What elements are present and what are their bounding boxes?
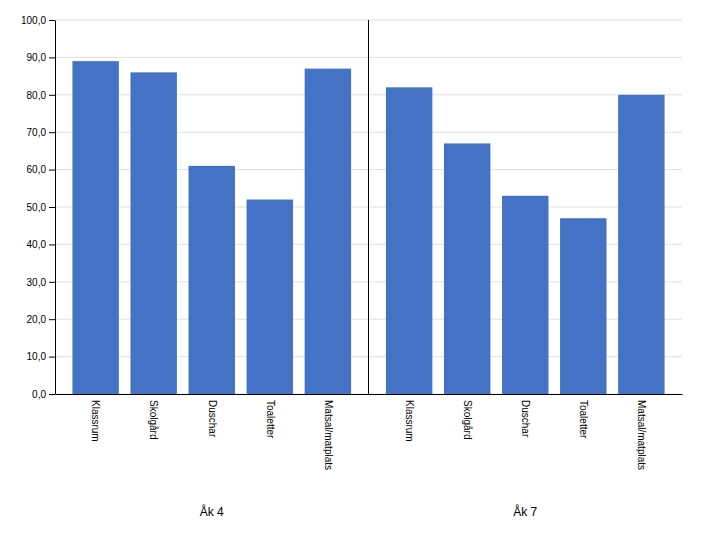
x-tick-label: Klassrum bbox=[404, 400, 415, 442]
x-tick: Klassrum bbox=[404, 400, 415, 442]
x-tick-label: Toaletter bbox=[265, 400, 276, 439]
y-tick: 50,0 bbox=[27, 202, 55, 213]
x-tick: Klassrum bbox=[90, 400, 101, 442]
y-tick: 0,0 bbox=[32, 389, 55, 400]
bar bbox=[189, 166, 235, 394]
y-tick-label: 10,0 bbox=[27, 351, 47, 362]
x-tick-label: Skolgård bbox=[462, 400, 473, 439]
y-tick-label: 80,0 bbox=[27, 90, 47, 101]
y-tick-mark bbox=[49, 20, 55, 21]
bar bbox=[502, 196, 548, 394]
x-tick: Toaletter bbox=[578, 400, 589, 439]
y-tick: 70,0 bbox=[27, 127, 55, 138]
x-axis-line bbox=[56, 394, 370, 395]
y-tick-label: 100,0 bbox=[21, 15, 46, 26]
grid bbox=[55, 20, 682, 394]
group-separator bbox=[368, 20, 369, 394]
y-tick-mark bbox=[49, 357, 55, 358]
bar bbox=[618, 95, 664, 394]
bar bbox=[444, 143, 490, 394]
x-tick: Duschar bbox=[207, 400, 218, 438]
bar bbox=[560, 218, 606, 394]
y-axis: 0,0 10,0 20,0 30,0 40,0 50,0 60,0 70,0 80,0 90,0 1… bbox=[21, 15, 56, 400]
y-tick: 40,0 bbox=[27, 239, 55, 250]
x-tick-label: Matsal/matplats bbox=[323, 400, 334, 470]
x-tick-label: Toaletter bbox=[578, 400, 589, 439]
bar bbox=[305, 69, 351, 394]
x-axis: Klassrum Skolgård Duschar Toaletter Matsal/m… bbox=[369, 395, 683, 471]
x-tick: Skolgård bbox=[462, 400, 473, 439]
y-tick: 30,0 bbox=[27, 277, 55, 288]
y-tick: 10,0 bbox=[27, 351, 55, 362]
y-tick-label: 30,0 bbox=[27, 277, 47, 288]
bar bbox=[247, 200, 293, 394]
y-tick-label: 50,0 bbox=[27, 202, 47, 213]
x-tick-label: Duschar bbox=[520, 400, 531, 438]
x-tick-label: Duschar bbox=[207, 400, 218, 438]
x-tick-label: Klassrum bbox=[90, 400, 101, 442]
x-tick-label: Matsal/matplats bbox=[636, 400, 647, 470]
x-axis: Klassrum Skolgård Duschar Toaletter Matsal/m… bbox=[56, 395, 370, 471]
x-tick: Toaletter bbox=[265, 400, 276, 439]
x-tick-label: Skolgård bbox=[148, 400, 159, 439]
y-tick-mark bbox=[49, 282, 55, 283]
x-tick: Duschar bbox=[520, 400, 531, 438]
bar-series bbox=[386, 87, 665, 394]
y-tick-mark bbox=[49, 207, 55, 208]
y-tick-mark bbox=[49, 319, 55, 320]
y-tick-mark bbox=[49, 170, 55, 171]
y-tick: 20,0 bbox=[27, 314, 55, 325]
y-tick-label: 70,0 bbox=[27, 127, 47, 138]
x-tick: Matsal/matplats bbox=[323, 400, 334, 470]
y-tick-mark bbox=[49, 132, 55, 133]
y-tick: 80,0 bbox=[27, 90, 55, 101]
y-tick-label: 0,0 bbox=[32, 389, 46, 400]
y-tick-label: 40,0 bbox=[27, 239, 47, 250]
y-axis-line bbox=[55, 21, 56, 395]
y-tick: 60,0 bbox=[27, 164, 55, 175]
group-label: Åk 4 bbox=[200, 504, 224, 519]
x-axis-line bbox=[369, 394, 683, 395]
y-tick-label: 60,0 bbox=[27, 164, 47, 175]
y-tick-mark bbox=[49, 57, 55, 58]
x-tick: Matsal/matplats bbox=[636, 400, 647, 470]
y-tick: 90,0 bbox=[27, 52, 55, 63]
y-tick-mark bbox=[49, 244, 55, 245]
bar bbox=[72, 61, 118, 394]
bar bbox=[386, 87, 432, 394]
group-label: Åk 7 bbox=[513, 504, 537, 519]
y-tick-mark bbox=[49, 95, 55, 96]
chart: 0,0 10,0 20,0 30,0 40,0 50,0 60,0 70,0 80,0 90,0 1… bbox=[0, 0, 702, 534]
x-tick: Skolgård bbox=[148, 400, 159, 439]
y-tick-label: 20,0 bbox=[27, 314, 47, 325]
plot: 0,0 10,0 20,0 30,0 40,0 50,0 60,0 70,0 80,0 90,0 1… bbox=[21, 15, 683, 519]
y-tick-mark bbox=[49, 394, 55, 395]
bar bbox=[130, 72, 176, 394]
y-tick-label: 90,0 bbox=[27, 52, 47, 63]
bar-series bbox=[72, 61, 351, 394]
y-tick: 100,0 bbox=[21, 15, 55, 26]
